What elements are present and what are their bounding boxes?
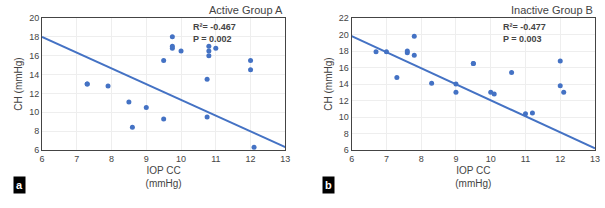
svg-text:11: 11 [211, 154, 220, 164]
svg-text:6: 6 [34, 145, 39, 155]
svg-text:8: 8 [419, 154, 424, 164]
svg-text:12: 12 [555, 154, 565, 164]
svg-text:6: 6 [39, 154, 44, 164]
svg-text:7: 7 [384, 154, 389, 164]
svg-text:8: 8 [34, 126, 39, 136]
svg-text:IOP CC(mmHg): IOP CC(mmHg) [146, 165, 182, 189]
svg-text:10: 10 [29, 107, 39, 117]
svg-text:11: 11 [521, 154, 530, 164]
svg-text:R²= -0.477P = 0.003: R²= -0.477P = 0.003 [503, 22, 546, 44]
svg-text:8: 8 [344, 129, 349, 139]
svg-text:13: 13 [280, 154, 290, 164]
svg-text:6: 6 [344, 145, 349, 155]
svg-text:18: 18 [339, 46, 349, 56]
svg-text:10: 10 [486, 154, 496, 164]
svg-text:18: 18 [29, 32, 39, 42]
svg-text:14: 14 [339, 79, 349, 89]
svg-text:CH (mmHg): CH (mmHg) [13, 57, 24, 110]
svg-text:6: 6 [349, 154, 354, 164]
svg-text:Inactive Group B: Inactive Group B [511, 4, 593, 16]
svg-text:IOP CC(mmHg): IOP CC(mmHg) [455, 165, 491, 189]
svg-text:R²= -0.467P = 0.002: R²= -0.467P = 0.002 [193, 22, 236, 44]
svg-text:20: 20 [339, 30, 349, 40]
svg-text:a: a [16, 179, 23, 191]
svg-text:10: 10 [339, 112, 349, 122]
svg-text:22: 22 [339, 13, 349, 23]
svg-text:CH (mmHg): CH (mmHg) [323, 57, 334, 110]
svg-text:12: 12 [339, 96, 349, 106]
svg-text:14: 14 [29, 70, 39, 80]
svg-text:12: 12 [246, 154, 256, 164]
svg-text:9: 9 [144, 154, 149, 164]
svg-text:10: 10 [176, 154, 186, 164]
svg-text:16: 16 [339, 63, 349, 73]
svg-text:b: b [325, 179, 332, 191]
svg-text:9: 9 [453, 154, 458, 164]
svg-text:12: 12 [29, 89, 39, 99]
svg-text:8: 8 [109, 154, 114, 164]
svg-text:7: 7 [74, 154, 79, 164]
svg-text:20: 20 [29, 13, 39, 23]
svg-text:16: 16 [29, 51, 39, 61]
svg-text:Active Group A: Active Group A [209, 4, 283, 16]
svg-text:13: 13 [590, 154, 600, 164]
